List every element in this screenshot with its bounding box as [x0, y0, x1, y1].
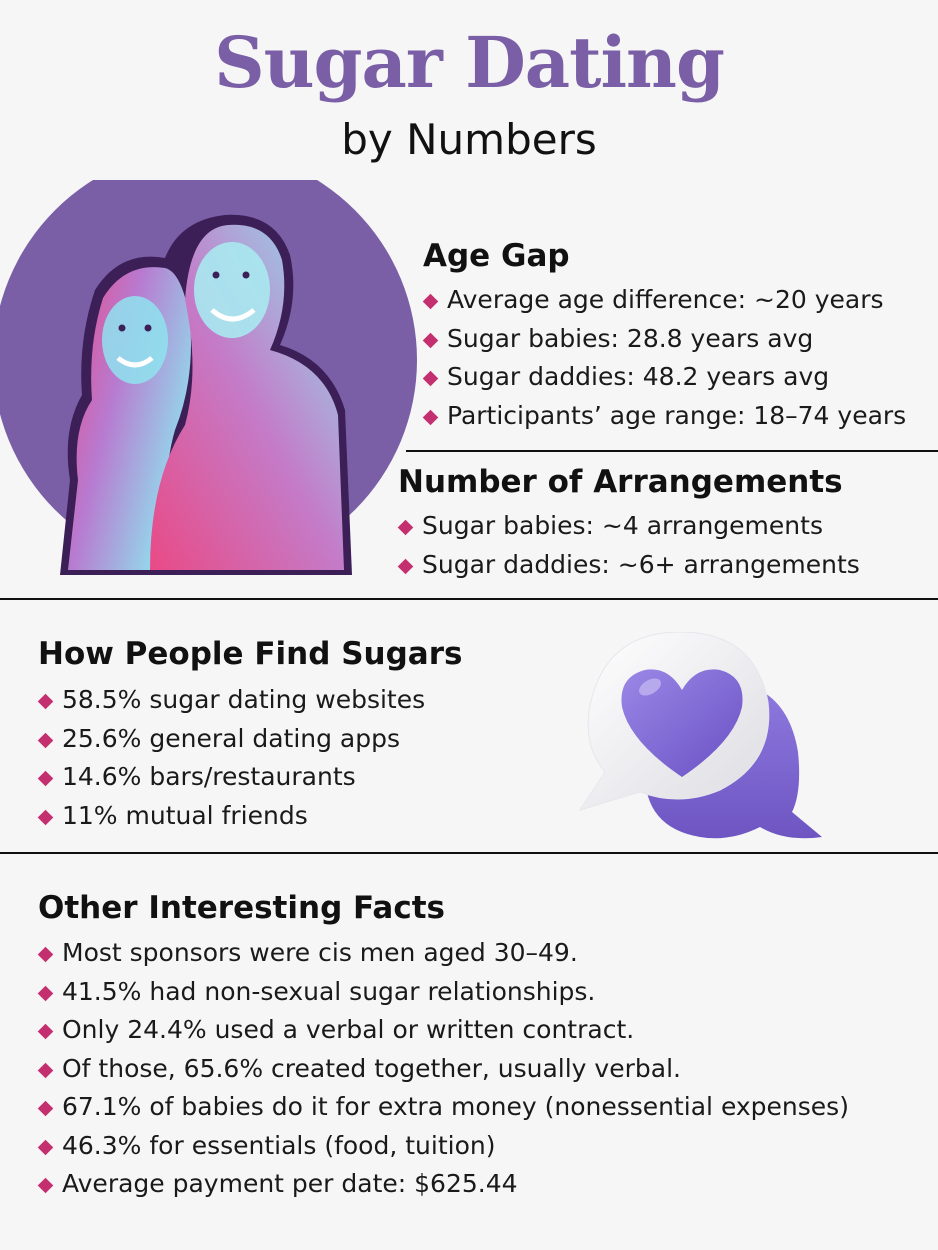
- list-item: 25.6% general dating apps: [37, 720, 425, 759]
- diamond-bullet-icon: [37, 1139, 54, 1155]
- diamond-bullet-icon: [37, 1177, 54, 1194]
- age-gap-heading: Age Gap: [423, 238, 570, 274]
- list-item: Most sponsors were cis men aged 30–49.: [37, 934, 849, 973]
- diamond-bullet-icon: [37, 770, 54, 787]
- arrangements-heading: Number of Arrangements: [398, 464, 843, 500]
- list-item: Sugar daddies: ~6+ arrangements: [397, 546, 860, 585]
- list-item: Sugar babies: ~4 arrangements: [397, 507, 860, 546]
- diamond-bullet-icon: [37, 946, 54, 963]
- page-subtitle: by Numbers: [341, 115, 597, 164]
- list-item: Participants’ age range: 18–74 years: [422, 397, 906, 436]
- couple-photo: [0, 180, 417, 575]
- man-face: [194, 242, 270, 338]
- diamond-bullet-icon: [397, 519, 414, 536]
- other-facts-list: Most sponsors were cis men aged 30–49. 4…: [37, 934, 849, 1204]
- diamond-bullet-icon: [37, 693, 54, 710]
- list-item: 58.5% sugar dating websites: [37, 681, 425, 720]
- list-item: 46.3% for essentials (food, tuition): [37, 1127, 849, 1166]
- list-item: 11% mutual friends: [37, 797, 425, 836]
- find-sugars-list: 58.5% sugar dating websites 25.6% genera…: [37, 681, 425, 836]
- find-sugars-heading: How People Find Sugars: [38, 636, 463, 672]
- arrangements-list: Sugar babies: ~4 arrangements Sugar dadd…: [397, 507, 860, 585]
- woman-face: [102, 296, 168, 384]
- list-item: Only 24.4% used a verbal or written cont…: [37, 1011, 849, 1050]
- list-item: Of those, 65.6% created together, usuall…: [37, 1050, 849, 1089]
- divider: [406, 450, 938, 452]
- list-item: 14.6% bars/restaurants: [37, 758, 425, 797]
- diamond-bullet-icon: [37, 809, 54, 825]
- list-item: Average age difference: ~20 years: [422, 281, 906, 320]
- list-item: 41.5% had non-sexual sugar relationships…: [37, 973, 849, 1012]
- diamond-bullet-icon: [37, 1023, 54, 1040]
- divider: [0, 598, 938, 600]
- diamond-bullet-icon: [37, 1062, 54, 1078]
- list-item: 67.1% of babies do it for extra money (n…: [37, 1088, 849, 1127]
- diamond-bullet-icon: [37, 1100, 54, 1117]
- diamond-bullet-icon: [37, 732, 54, 748]
- heart-shape: [621, 669, 743, 777]
- other-facts-heading: Other Interesting Facts: [38, 890, 445, 926]
- page-title: Sugar Dating: [214, 21, 725, 104]
- list-item: Average payment per date: $625.44: [37, 1165, 849, 1204]
- diamond-bullet-icon: [422, 409, 439, 425]
- diamond-bullet-icon: [397, 558, 414, 574]
- list-item: Sugar daddies: 48.2 years avg: [422, 358, 906, 397]
- diamond-bullet-icon: [422, 332, 439, 348]
- heart-speech-bubble-icon: [578, 632, 822, 839]
- diamond-bullet-icon: [37, 985, 54, 1001]
- diamond-bullet-icon: [422, 293, 439, 310]
- divider: [0, 852, 938, 854]
- diamond-bullet-icon: [422, 370, 439, 387]
- age-gap-list: Average age difference: ~20 years Sugar …: [422, 281, 906, 436]
- list-item: Sugar babies: 28.8 years avg: [422, 320, 906, 359]
